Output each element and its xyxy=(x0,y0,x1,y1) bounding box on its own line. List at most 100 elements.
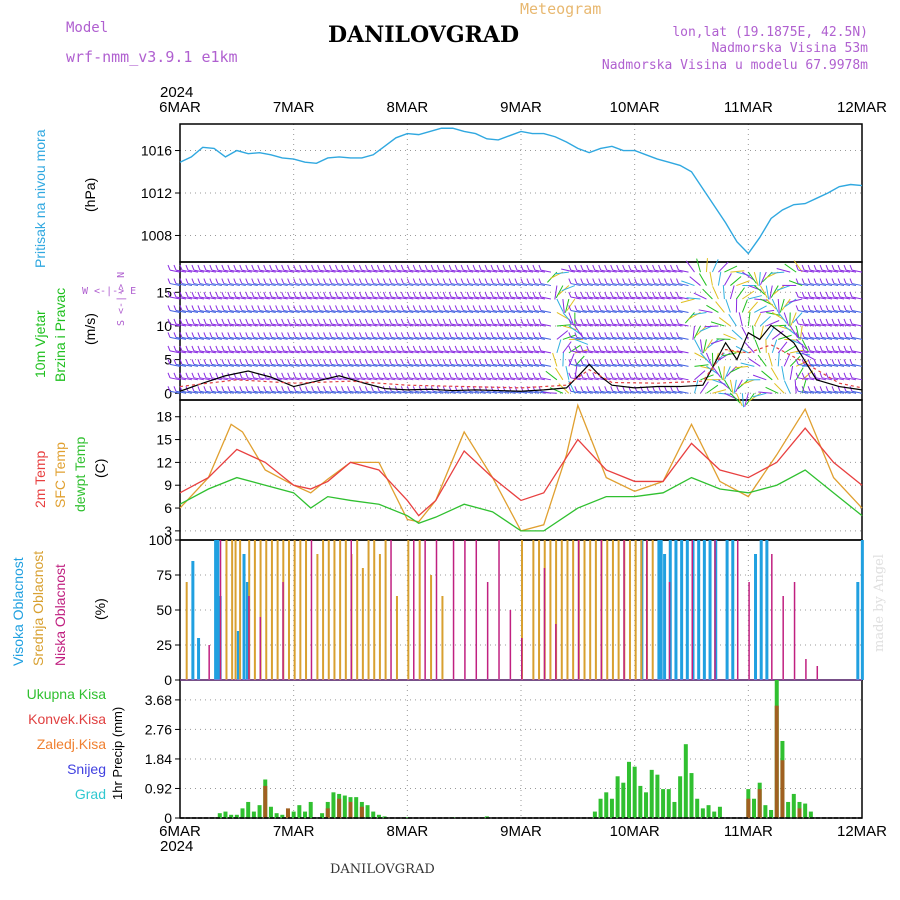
cloud-mid-bar xyxy=(356,540,359,680)
wind-barb-flag xyxy=(664,372,668,378)
wind-barb xyxy=(325,350,336,354)
wind-barb-flag xyxy=(317,386,321,392)
wind-barb-flag xyxy=(335,332,338,338)
wind-barb xyxy=(193,296,205,300)
wind-barb-flag xyxy=(508,359,512,365)
cloud-mid-bar xyxy=(572,540,575,680)
wind-barb xyxy=(175,377,187,381)
wind-barb-flag xyxy=(347,291,350,298)
wind-barb-flag xyxy=(275,332,279,338)
wind-barb xyxy=(747,301,758,313)
wind-barb xyxy=(235,390,246,394)
wind-barb xyxy=(379,296,390,300)
wind-barb-flag xyxy=(251,305,255,311)
wind-barb xyxy=(379,363,390,367)
wind-barb xyxy=(331,350,342,354)
cloud-low-bar xyxy=(452,540,455,680)
cloud-mid-bar xyxy=(367,540,370,680)
wind-barb-flag xyxy=(167,359,171,365)
wind-barb xyxy=(576,269,587,273)
cloud-low-bar xyxy=(248,596,250,680)
wind-barb xyxy=(851,296,863,300)
wind-barb xyxy=(445,323,456,327)
wind-barb-flag xyxy=(335,264,338,271)
cloud-high-bar xyxy=(702,540,706,680)
wind-barb-flag xyxy=(370,278,374,284)
y-tick-label: 1008 xyxy=(141,227,172,243)
wind-barb xyxy=(728,313,737,327)
wind-barb-flag xyxy=(484,345,488,352)
wind-barb xyxy=(337,296,348,300)
precip-total-bar xyxy=(752,798,757,818)
wind-barb-flag xyxy=(329,372,332,378)
cloud-mid-bar xyxy=(185,582,188,680)
wind-barb-flag xyxy=(412,332,416,338)
x-tick-label-bottom: 11MAR xyxy=(724,823,773,840)
wind-barb xyxy=(612,296,623,300)
wind-barb-flag xyxy=(502,359,506,365)
wind-barb-flag xyxy=(388,345,392,352)
wind-barb xyxy=(552,352,558,367)
wind-barb xyxy=(753,313,762,327)
cloud-mid-bar xyxy=(361,568,364,680)
wind-barb xyxy=(568,353,575,367)
wind-barb xyxy=(480,269,492,273)
wind-barb-flag xyxy=(293,332,297,338)
wind-barb-flag xyxy=(281,264,285,271)
wind-barb xyxy=(498,336,510,340)
wind-barb xyxy=(313,350,324,354)
wind-barb xyxy=(692,311,707,316)
wind-barb-flag xyxy=(388,359,392,365)
wind-barb-flag xyxy=(233,386,237,392)
wind-barb xyxy=(325,283,336,287)
wind-barb-flag xyxy=(257,278,261,284)
wind-barb xyxy=(229,296,240,300)
wind-barb-flag xyxy=(670,291,673,298)
wind-barb xyxy=(361,350,372,354)
cloud-mid-bar xyxy=(270,540,273,680)
wind-barb xyxy=(361,336,372,340)
wind-barb xyxy=(295,269,306,273)
wind-barb xyxy=(409,363,420,367)
wind-barb-flag xyxy=(347,372,350,378)
wind-barb xyxy=(301,309,312,313)
wind-barb-flag xyxy=(532,372,536,378)
y-tick-label: 15 xyxy=(156,284,172,300)
wind-barb-flag xyxy=(299,359,303,365)
wind-barb-flag xyxy=(179,318,183,325)
wind-barb-flag xyxy=(460,332,464,338)
y-tick-label: 25 xyxy=(156,637,172,653)
wind-barb-flag xyxy=(831,332,835,338)
wind-barb xyxy=(600,269,611,273)
wind-barb-flag xyxy=(616,386,620,392)
wind-barb xyxy=(821,390,833,394)
wind-barb xyxy=(433,390,444,394)
wind-barb-flag xyxy=(215,332,219,338)
wind-barb-flag xyxy=(472,332,476,338)
wind-barb-flag xyxy=(646,345,650,352)
wind-barb-flag xyxy=(849,291,853,298)
wind-barb-flag xyxy=(251,372,255,378)
wind-barb xyxy=(480,296,492,300)
wind-barb-flag xyxy=(179,278,183,284)
wind-barb xyxy=(833,309,845,313)
cloud-low-bar xyxy=(435,540,438,680)
wind-barb-flag xyxy=(598,386,602,392)
wind-barb-flag xyxy=(335,359,338,365)
wind-barb xyxy=(678,269,689,273)
wind-barb xyxy=(827,390,839,394)
wind-barb-flag xyxy=(364,386,368,392)
wind-barb xyxy=(833,336,845,340)
wind-barb xyxy=(469,283,480,287)
wind-barb-flag xyxy=(466,359,470,365)
wind-barb xyxy=(492,363,504,367)
wind-barb xyxy=(486,323,498,327)
wind-barb-flag xyxy=(263,264,267,271)
cloud-high-bar xyxy=(245,582,249,680)
wind-barb xyxy=(391,269,402,273)
wind-barb xyxy=(469,309,480,313)
wind-barb-flag xyxy=(568,264,572,271)
cloud-mid-bar xyxy=(594,540,597,680)
wind-barb-flag xyxy=(287,278,291,284)
wind-barb-flag xyxy=(215,278,219,284)
